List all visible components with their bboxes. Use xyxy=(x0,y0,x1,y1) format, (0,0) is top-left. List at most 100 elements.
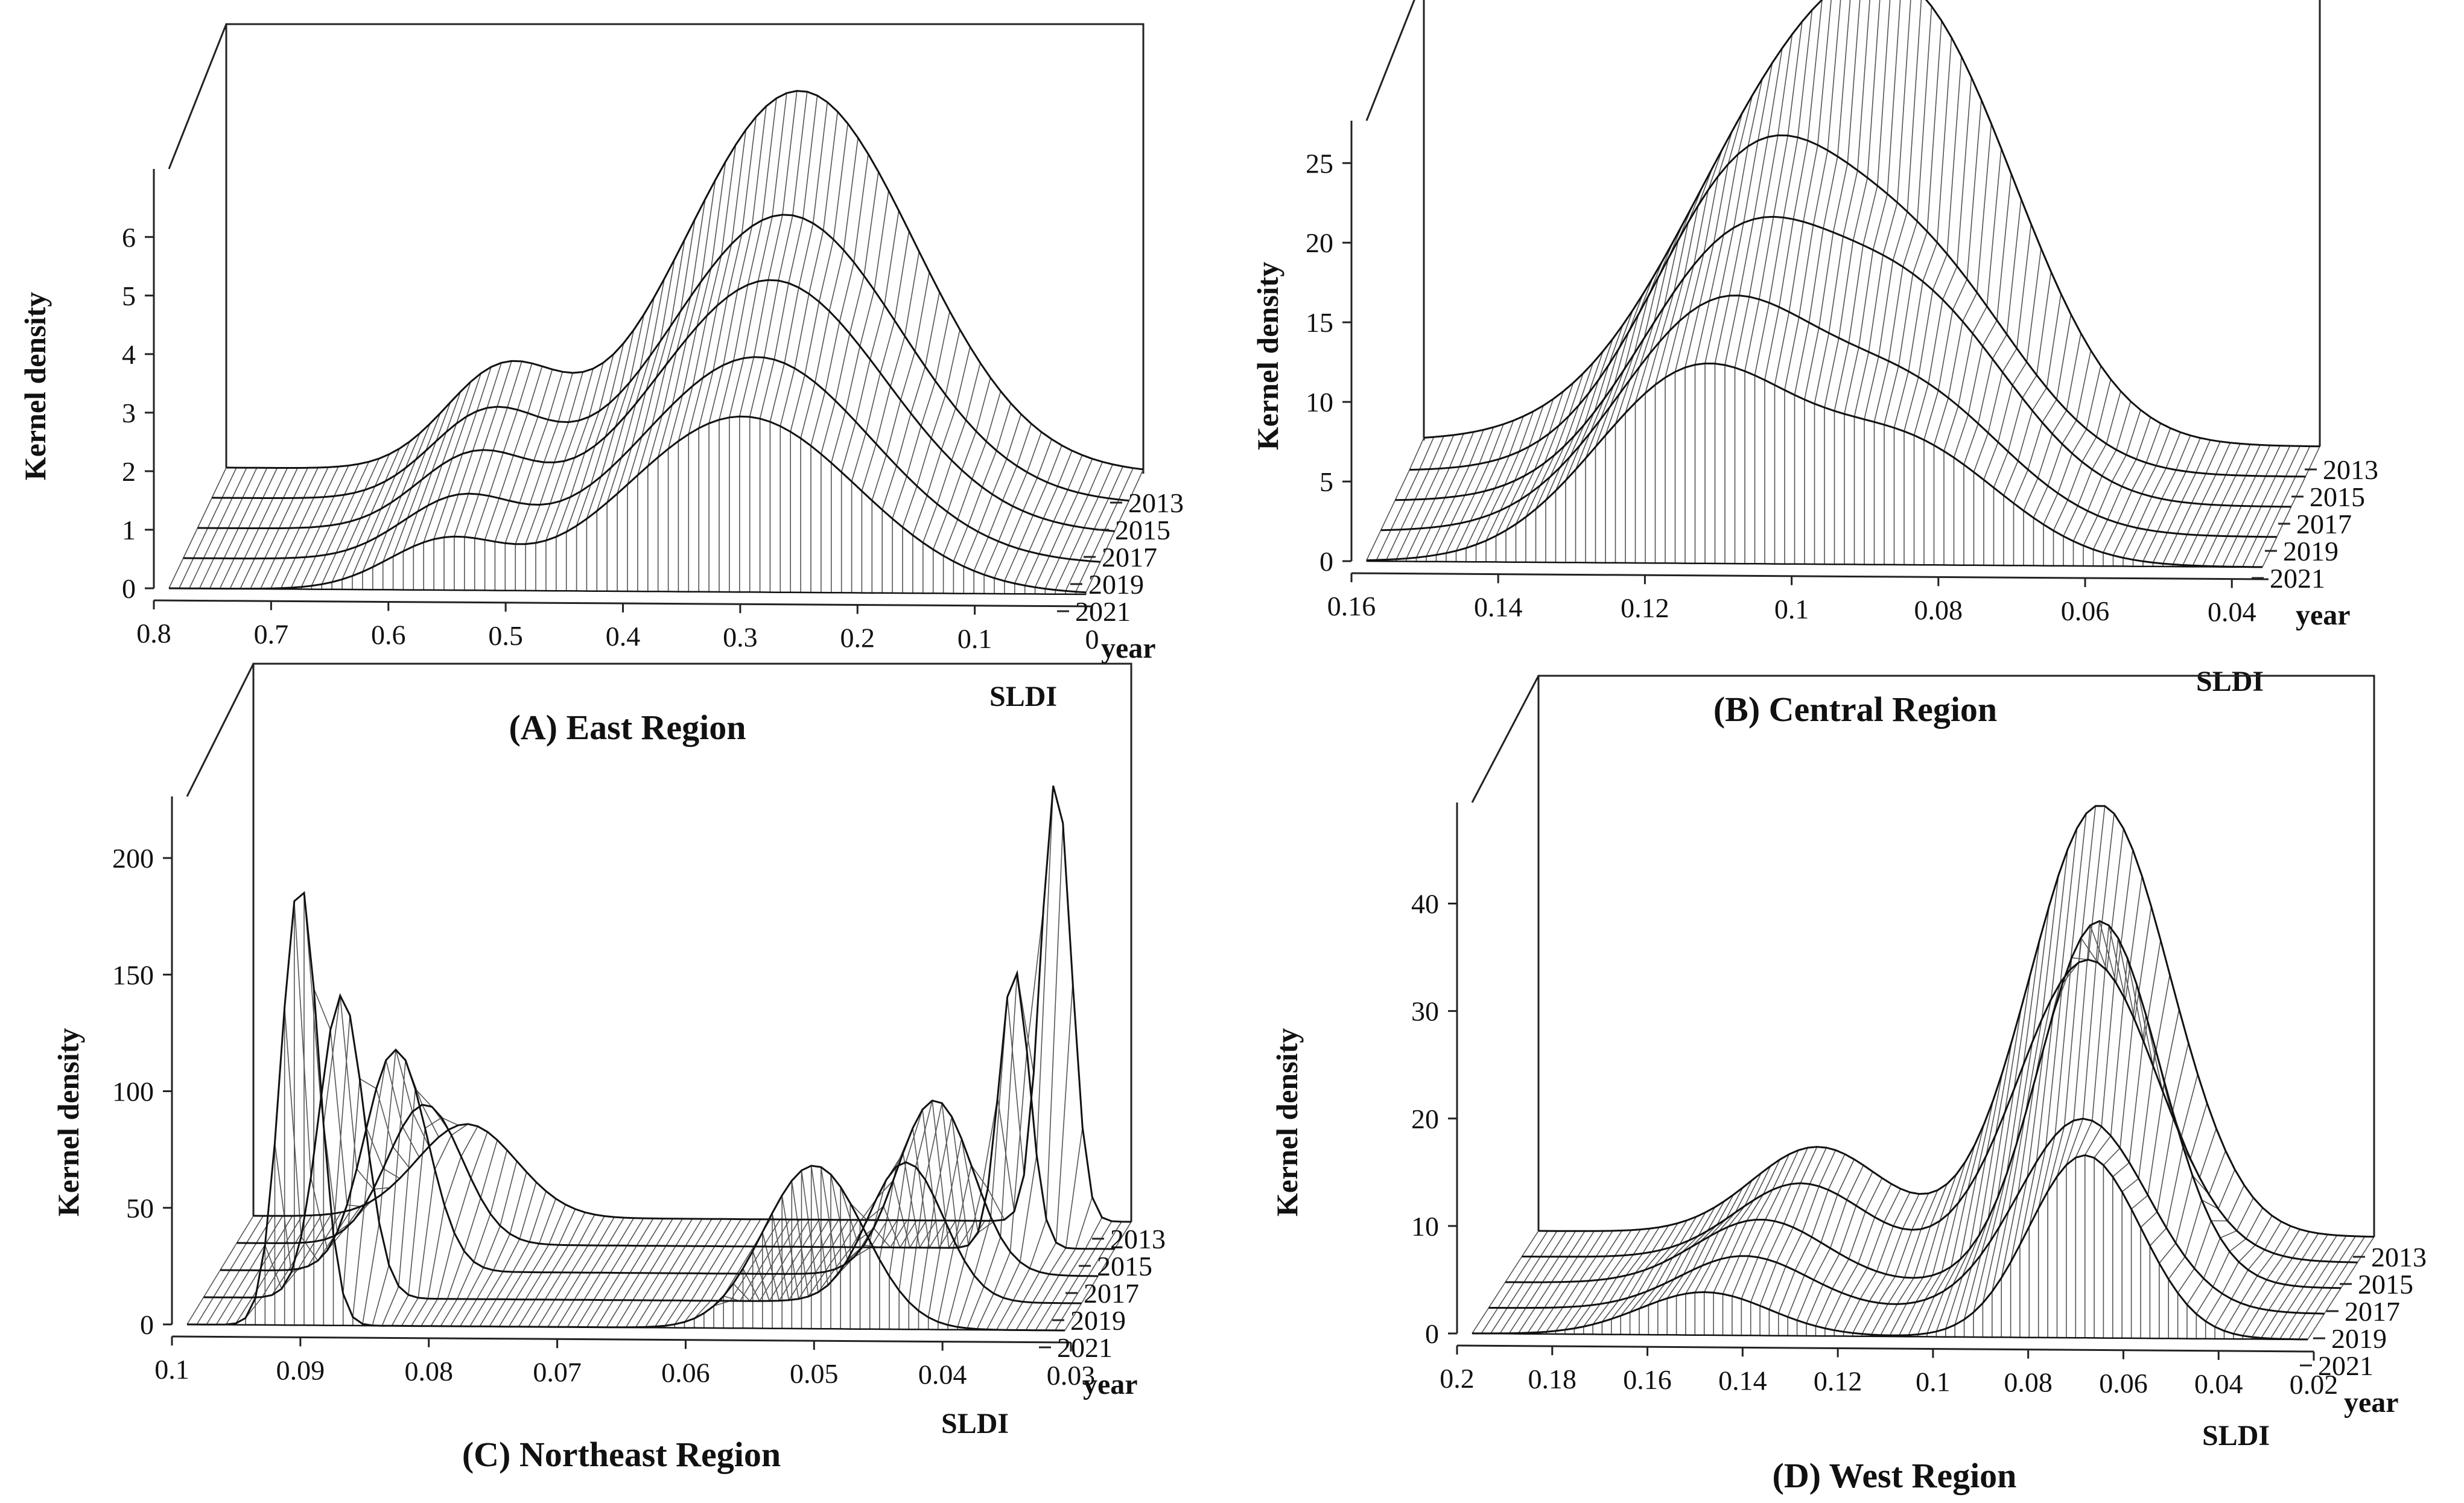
x-tick-label: 0.12 xyxy=(1814,1365,1862,1396)
hatch-line xyxy=(859,1179,927,1329)
hatch-line xyxy=(953,403,1012,594)
y-tick-label: 0 xyxy=(140,1309,154,1340)
hatch-line xyxy=(413,381,472,590)
y-tick-label: 150 xyxy=(112,959,154,990)
hatch-line xyxy=(1515,383,1574,562)
x-tick-label: 0.8 xyxy=(136,618,171,649)
hatch-line xyxy=(443,363,502,590)
x-tick-label: 0.09 xyxy=(276,1355,325,1385)
hatch-line xyxy=(245,1215,313,1325)
x-tick-label: 0.08 xyxy=(1914,594,1963,625)
hatch-line xyxy=(1973,224,2032,565)
hatch-line xyxy=(1963,973,2031,1337)
x-axis-label: SLDI xyxy=(2196,666,2264,697)
hatch-line xyxy=(545,362,604,591)
hatch-line xyxy=(2043,366,2101,566)
series-line-2015 xyxy=(1409,134,2306,478)
hatch-line xyxy=(851,230,910,593)
hatch-line xyxy=(1893,37,1952,565)
hatch-line xyxy=(637,218,696,592)
hatch-line xyxy=(2092,417,2151,567)
y-tick-label: 200 xyxy=(112,843,154,874)
hatch-line xyxy=(1694,95,1753,564)
x-tick-label: 0.16 xyxy=(1327,591,1376,621)
hatch-line xyxy=(1674,130,1733,564)
x-tick-label: 0.07 xyxy=(533,1356,582,1387)
hatch-line xyxy=(719,98,777,592)
hatch-line xyxy=(596,297,655,591)
chart-panel-4: 0 10 20 30 40 0.2 0.18 0.16 0.14 0.12 0.1 0.08 0.06 0… xyxy=(1270,675,2427,1495)
hatch-line xyxy=(1684,112,1743,564)
x-tick-label: 0.6 xyxy=(371,620,406,650)
hatch-line xyxy=(1406,433,1464,562)
hatch-line xyxy=(1713,1159,1780,1335)
hatch-line xyxy=(525,372,583,591)
hatch-line xyxy=(1953,173,2012,565)
series-line-2017 xyxy=(220,1048,1099,1277)
hatch-line xyxy=(1665,148,1723,564)
y-tick-label: 0 xyxy=(1319,546,1333,577)
hatch-line xyxy=(1704,78,1763,564)
surface-hatch xyxy=(1472,806,2375,1340)
hatch-line xyxy=(1714,63,1773,564)
hatch-line xyxy=(1545,351,1604,562)
hatch-line xyxy=(1006,982,1073,1330)
hatch-line xyxy=(1085,469,1144,594)
x-axis-label: SLDI xyxy=(2202,1420,2270,1452)
hatch-line xyxy=(381,1087,449,1326)
hatch-line xyxy=(1834,0,1891,565)
hatch-line xyxy=(1917,1123,1985,1337)
hatch-line xyxy=(918,1116,986,1330)
hatch-line xyxy=(657,180,716,592)
hatch-line xyxy=(1535,363,1594,562)
hatch-line xyxy=(1654,167,1713,564)
hatch-line xyxy=(1485,405,1544,562)
hatch-line xyxy=(1794,0,1851,564)
hatch-line xyxy=(678,144,737,592)
hatch-line xyxy=(1645,186,1703,564)
side-edge xyxy=(1471,675,1540,803)
hatch-line xyxy=(1034,459,1093,594)
hatch-line xyxy=(1759,1147,1827,1336)
hatch-line xyxy=(1963,199,2022,565)
hatch-line xyxy=(994,439,1052,594)
hatch-line xyxy=(1834,1188,1901,1336)
series-line-2017 xyxy=(1395,215,2291,508)
series-line-2021 xyxy=(1366,362,2263,568)
hatch-line xyxy=(1804,0,1861,564)
y-tick-label: 20 xyxy=(1411,1104,1439,1134)
series-line-2019 xyxy=(1380,294,2277,538)
hatch-line xyxy=(2103,974,2171,1338)
hatch-line xyxy=(454,361,512,591)
hatch-line xyxy=(2013,314,2072,566)
hatch-line xyxy=(840,210,900,593)
y-tick-label: 50 xyxy=(126,1193,154,1224)
hatch-line xyxy=(489,1198,556,1327)
hatch-line xyxy=(464,361,522,591)
hatch-line xyxy=(1555,338,1614,563)
hatch-line xyxy=(1565,324,1624,563)
y-tick-label: 2 xyxy=(122,456,136,487)
hatch-line xyxy=(830,1174,898,1329)
hatch-line xyxy=(667,161,726,592)
hatch-line xyxy=(362,433,421,590)
hatch-line xyxy=(2130,1074,2199,1338)
hatch-line xyxy=(556,354,614,591)
hatch-line xyxy=(892,311,950,593)
hatch-line xyxy=(2019,813,2087,1338)
year-tick-label: 2015 xyxy=(1097,1251,1152,1282)
hatch-line xyxy=(2003,293,2062,566)
hatch-line xyxy=(576,329,635,591)
series-line-2015 xyxy=(1522,958,2358,1263)
hatch-line xyxy=(508,1209,576,1327)
y-tick-label: 10 xyxy=(1306,387,1333,418)
hatch-line xyxy=(908,1103,976,1330)
x-tick-label: 0.06 xyxy=(2099,1368,2148,1399)
hatch-line xyxy=(1435,427,1494,562)
back-wall xyxy=(1537,675,2375,1237)
hatch-line xyxy=(1465,416,1524,562)
front-base-line xyxy=(168,587,1087,596)
hatch-line xyxy=(1657,1201,1725,1335)
hatch-line xyxy=(518,1212,586,1327)
hatch-line xyxy=(2033,350,2092,566)
